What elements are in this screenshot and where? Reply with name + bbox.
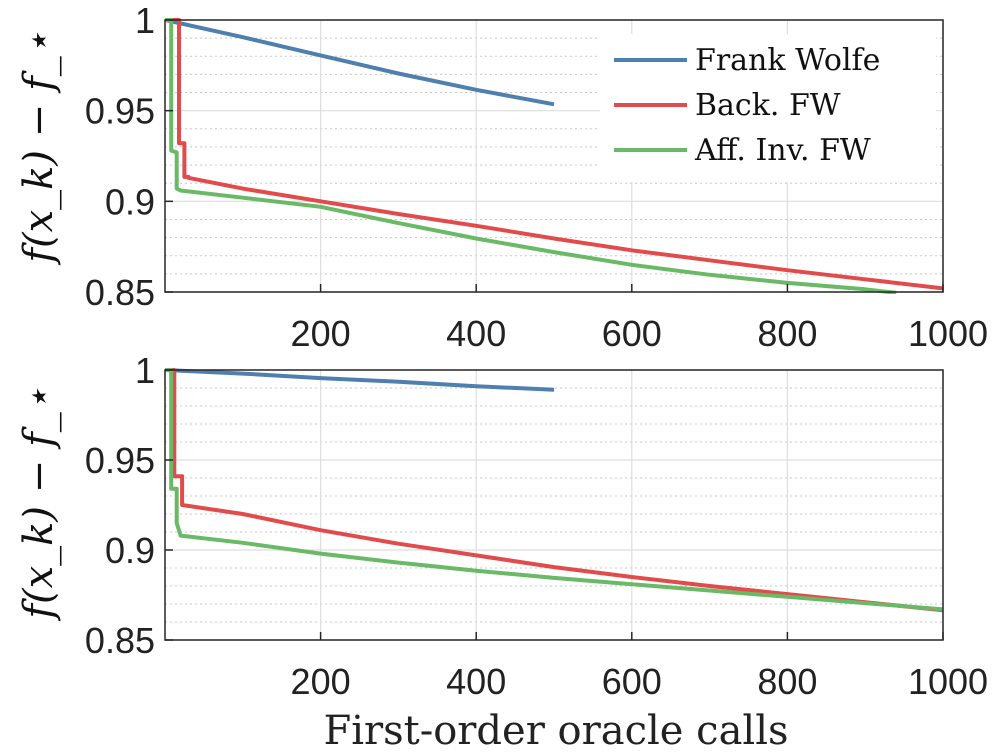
bottom-plot-x-tick-label: 400 bbox=[446, 661, 506, 702]
legend-label-back-fw: Back. FW bbox=[695, 88, 841, 123]
bottom-plot-y-tick-label: 0.85 bbox=[85, 620, 155, 661]
bottom-plot-axes-box bbox=[164, 369, 944, 641]
bottom-plot-series-back-fw-line bbox=[165, 368, 943, 613]
top-plot-y-tick-label: 1 bbox=[135, 0, 155, 41]
bottom-plot-x-tick-label: 600 bbox=[602, 661, 662, 702]
bottom-plot-series-frank-wolfe-line bbox=[165, 368, 555, 392]
bottom-plot-y-tick-label: 0.95 bbox=[85, 440, 155, 481]
top-plot-axes-box bbox=[164, 19, 944, 293]
top-plot-y-tick-label: 0.85 bbox=[85, 272, 155, 313]
top-plot-y-tick-label: 0.95 bbox=[85, 91, 155, 132]
bottom-plot-x-tick-label: 1000 bbox=[908, 661, 988, 702]
top-plot-x-tick-label: 400 bbox=[446, 313, 506, 354]
x-axis-label: First-order oracle calls bbox=[323, 708, 788, 753]
top-plot-series-back-fw-line bbox=[165, 18, 943, 291]
top-plot-x-tick-label: 600 bbox=[602, 313, 662, 354]
bottom-plot-y-tick-label: 1 bbox=[135, 350, 155, 391]
legend-label-aff-inv-fw: Aff. Inv. FW bbox=[694, 133, 871, 168]
bottom-plot-y-axis-label: f(x_k) − f_⋆ bbox=[16, 387, 62, 622]
top-plot-x-tick-label: 200 bbox=[291, 313, 351, 354]
bottom-plot-series-aff-inv-fw-line bbox=[165, 368, 943, 612]
bottom-plot-x-tick-label: 200 bbox=[291, 661, 351, 702]
legend: Frank Wolfe Back. FW Aff. Inv. FW bbox=[600, 34, 936, 182]
top-plot-series-frank-wolfe-line bbox=[165, 18, 555, 107]
top-plot-y-axis-label: f(x_k) − f_⋆ bbox=[16, 31, 62, 266]
top-plot-x-tick-label: 800 bbox=[757, 313, 817, 354]
bottom-plot-panel: f(x_k) − f_⋆ First-order oracle calls 20… bbox=[16, 350, 988, 753]
bottom-plot-y-tick-label: 0.9 bbox=[105, 530, 155, 571]
bottom-plot-x-tick-label: 800 bbox=[757, 661, 817, 702]
top-plot-series-aff-inv-fw-line bbox=[165, 18, 897, 294]
legend-label-frank-wolfe: Frank Wolfe bbox=[695, 43, 880, 78]
top-plot-y-tick-label: 0.9 bbox=[105, 181, 155, 222]
top-plot-x-tick-label: 1000 bbox=[908, 313, 988, 354]
